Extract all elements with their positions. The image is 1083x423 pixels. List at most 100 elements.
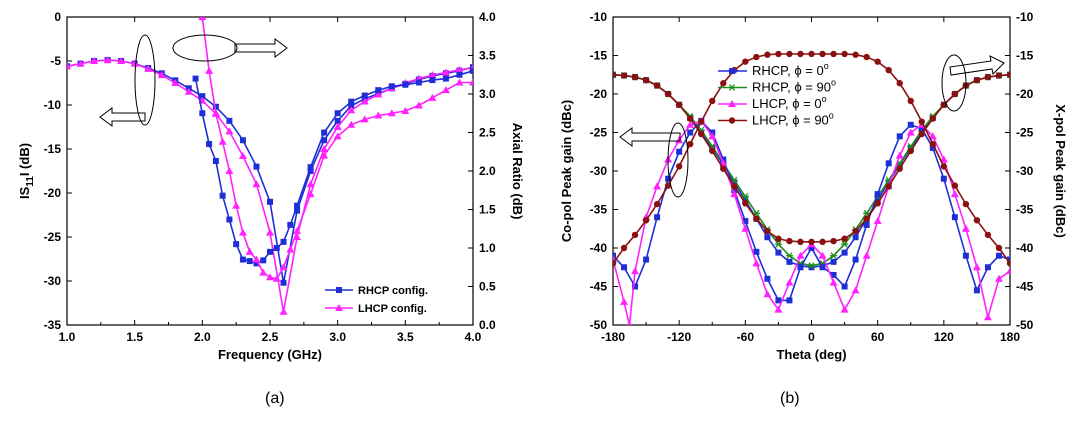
data-point [239,137,246,144]
data-point [687,129,694,136]
data-point [973,217,981,224]
data-point [620,244,628,252]
y-left-tick-label: -15 [590,49,608,63]
data-point [763,290,772,298]
data-point [775,249,782,256]
data-point [764,227,771,235]
legend-marker [336,287,342,293]
x-axis-label: Frequency (GHz) [218,347,322,362]
data-point [885,160,892,167]
data-point [219,192,226,199]
data-point [266,228,274,236]
y-right-axis-label: Axial Ratio (dB) [510,123,525,220]
data-point [613,260,617,267]
data-point [753,215,760,222]
data-point [786,237,793,245]
plot-area [613,50,1010,325]
data-point [961,224,970,232]
data-point [374,90,383,98]
x-tick-label: 3.5 [397,330,414,344]
data-point [796,251,805,259]
data-point [775,297,782,304]
data-point [184,87,193,95]
data-point [470,67,473,74]
data-point [455,78,464,86]
data-point [287,221,294,228]
data-point [906,128,915,136]
y-left-axis-label: IS11I (dB) [17,143,36,199]
chart-b: -180 -120 -60 0 60 120 180 -10 -15 -20 -25 -30 -35 -4… [559,10,1068,362]
panel-label-b: (b) [780,390,800,407]
data-point [808,50,815,58]
data-point [808,264,815,271]
y-right-tick-label: 0.5 [479,280,496,294]
data-point [995,252,1002,259]
data-point [620,297,629,305]
data-point [199,93,206,100]
y-left-tick-label: -35 [590,203,608,217]
data-point [347,106,356,114]
data-point [852,51,859,58]
data-point [280,238,287,245]
data-point [307,168,314,174]
data-point [973,287,980,294]
data-point [632,283,639,290]
y-right-tick-label: 2.5 [479,126,496,140]
data-point [907,147,914,155]
y-left-tick-label: -10 [44,98,62,112]
data-point [709,147,716,155]
x-tick-label: 0 [808,330,815,344]
data-point [962,200,970,208]
data-point [293,227,302,235]
data-point [414,101,423,109]
data-point [841,235,848,242]
data-point [797,50,804,58]
data-point [730,190,739,198]
data-point [742,218,749,225]
data-point [752,259,761,267]
data-point [360,115,369,123]
data-point [267,198,273,205]
data-point [972,263,981,271]
legend-label: RHCP, ϕ = 90o [752,78,836,95]
data-point [907,121,914,128]
data-point [863,221,870,228]
data-point [348,98,355,105]
data-point [361,92,368,99]
data-point [918,130,925,138]
data-point [233,241,240,248]
data-point [708,132,717,140]
data-point [348,102,355,109]
data-point [664,90,672,98]
legend-label: RHCP, ϕ = 0o [752,61,829,78]
data-point [266,273,274,281]
data-point [686,115,694,122]
y-right-tick-label: 1.0 [479,241,496,255]
data-point [306,180,315,188]
data-point [775,235,782,242]
data-point [764,275,771,282]
data-point [272,274,281,282]
data-point [830,50,837,58]
data-point [76,59,85,67]
data-point [742,200,749,207]
data-point [259,268,268,276]
x-tick-label: 2.5 [262,330,279,344]
data-point [206,141,213,148]
ellipse-right [941,54,967,112]
data-point [280,279,287,286]
x-tick-label: -120 [667,330,691,344]
data-point [631,73,639,81]
data-point [950,190,959,198]
y-right-tick-label: -25 [1016,126,1034,140]
legend-label: RHCP config. [358,285,428,297]
data-point [983,313,992,321]
data-point [896,80,903,87]
y-right-tick-label: -30 [1016,164,1034,178]
y-left-tick-label: -25 [590,126,608,140]
data-point [940,175,947,182]
data-point [613,252,616,259]
data-point [819,238,826,246]
